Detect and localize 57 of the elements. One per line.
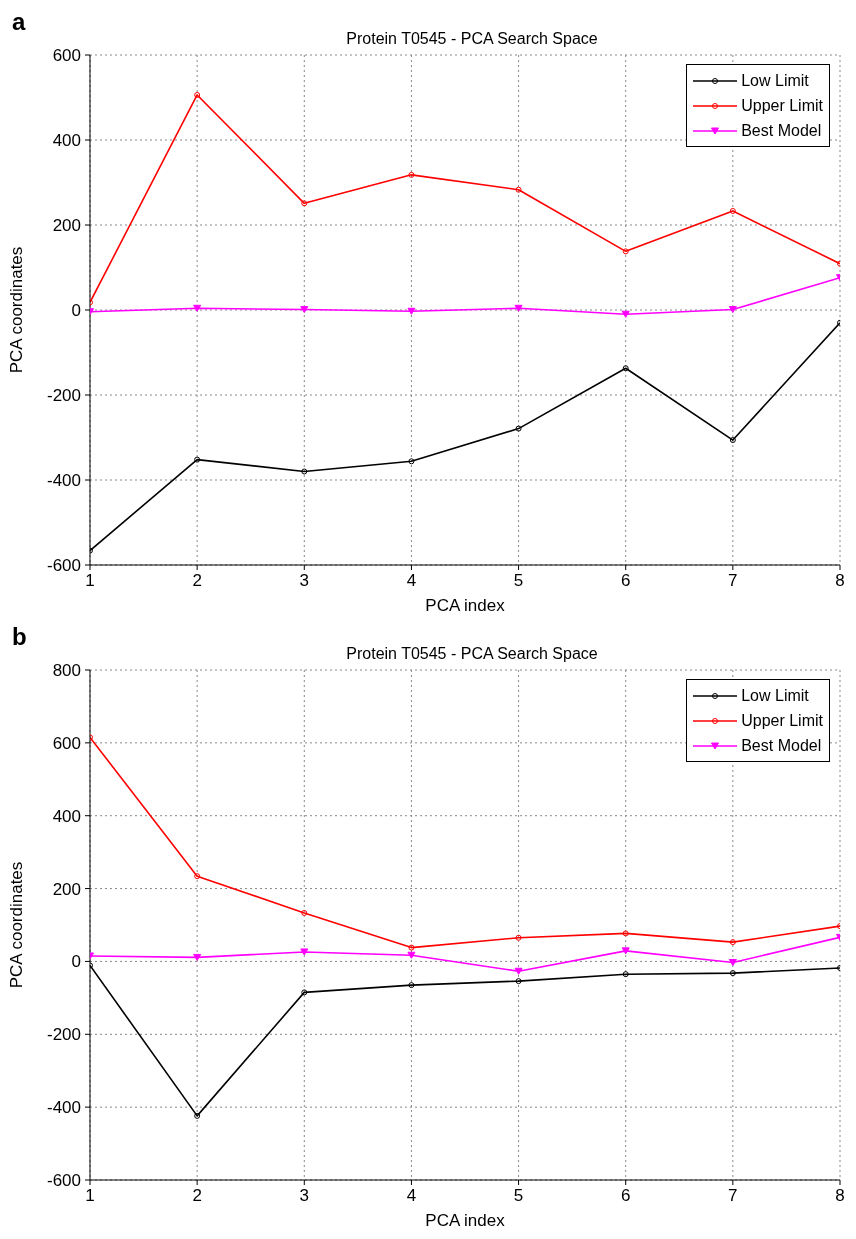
y-tick-label: 0 — [71, 301, 81, 321]
x-tick-label: 1 — [85, 571, 95, 591]
chart-title: Protein T0545 - PCA Search Space — [345, 30, 599, 48]
x-tick-label: 1 — [85, 1186, 95, 1206]
legend-label: Low Limit — [741, 71, 809, 91]
y-tick-label: 400 — [52, 131, 81, 151]
point — [514, 304, 523, 312]
point — [621, 947, 630, 955]
y-tick-label: 800 — [52, 661, 81, 681]
y-tick-label: -600 — [46, 1171, 81, 1191]
y-tick-label: -600 — [46, 556, 81, 576]
legend-label: Best Model — [741, 736, 822, 756]
y-axis-title: PCA coordinates — [7, 246, 27, 374]
legend-label: Best Model — [741, 121, 822, 141]
y-tick-label: -200 — [46, 386, 81, 406]
x-tick-label: 7 — [728, 571, 738, 591]
legend-label: Upper Limit — [741, 96, 823, 116]
text: b — [12, 623, 27, 651]
x-tick-label: 3 — [299, 1186, 310, 1206]
point — [193, 304, 202, 312]
x-tick-label: 8 — [835, 1186, 845, 1206]
x-tick-label: 4 — [406, 1186, 417, 1206]
point — [514, 967, 523, 975]
y-tick-label: -400 — [46, 1098, 81, 1118]
x-tick-label: 8 — [835, 571, 845, 591]
point — [407, 307, 416, 315]
x-tick-label: 6 — [620, 571, 631, 591]
y-tick-label: 0 — [71, 952, 81, 972]
point — [300, 948, 309, 956]
point — [193, 953, 202, 961]
point — [728, 306, 737, 314]
y-tick-label: 600 — [52, 733, 81, 753]
y-axis-title: PCA coordinates — [7, 861, 27, 989]
point — [621, 310, 630, 318]
y-tick-label: -200 — [46, 1025, 81, 1045]
x-tick-label: 2 — [192, 571, 202, 591]
x-tick-label: 4 — [406, 571, 417, 591]
x-tick-label: 2 — [192, 1186, 202, 1206]
point — [300, 306, 309, 314]
x-axis-title: PCA index — [425, 1211, 506, 1230]
x-tick-label: 6 — [620, 1186, 631, 1206]
point — [728, 959, 737, 967]
x-tick-label: 7 — [728, 1186, 738, 1206]
y-tick-label: 200 — [52, 216, 81, 236]
y-tick-label: 600 — [52, 46, 81, 66]
point — [407, 951, 416, 959]
y-tick-label: -400 — [46, 471, 81, 491]
legend-label: Low Limit — [741, 686, 809, 706]
y-tick-label: 200 — [52, 879, 81, 899]
legend-label: Upper Limit — [741, 711, 823, 731]
y-tick-label: 400 — [52, 806, 81, 826]
text: a — [12, 8, 26, 36]
x-tick-label: 5 — [513, 571, 524, 591]
x-axis-title: PCA index — [425, 596, 506, 615]
chart-title: Protein T0545 - PCA Search Space — [345, 645, 599, 663]
x-tick-label: 5 — [513, 1186, 524, 1206]
x-tick-label: 3 — [299, 571, 310, 591]
